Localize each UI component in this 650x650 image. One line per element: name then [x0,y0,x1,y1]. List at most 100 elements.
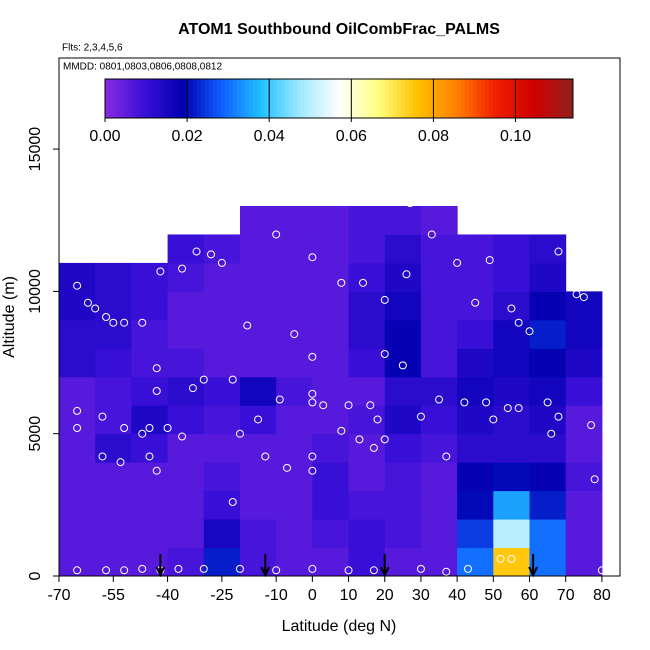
sample-point [507,304,516,313]
arrow-head [260,566,271,578]
heat-cell [457,462,494,492]
colorbar-swatch [537,79,542,118]
heat-cell [239,405,277,435]
heat-cell [384,376,422,406]
heat-cell [348,519,386,549]
heat-cell [493,462,531,492]
colorbar-swatch [293,79,298,118]
colorbar-swatch [301,79,306,118]
sample-point [290,330,299,339]
sample-point [217,258,226,267]
sample-point [174,564,183,573]
sample-point [138,429,147,438]
heat-cell [276,405,313,435]
heat-cell [348,462,386,492]
sample-point [554,247,563,256]
heat-cell [420,462,458,492]
heat-cell [131,348,169,378]
heat-cell [239,291,277,321]
heat-cell [457,405,494,435]
sample-point [398,361,407,370]
heat-cell [203,348,241,378]
heat-cell [457,547,494,577]
sample-point [308,398,317,407]
colorbar-swatch [521,79,526,118]
sample-point [308,352,317,361]
heat-cell [493,234,531,264]
heat-cell [457,319,494,349]
heat-cell [203,405,241,435]
colorbar-swatch [505,79,510,118]
heat-cell [565,291,603,321]
subtitle: Flts: 2,3,4,5,6 [62,43,123,54]
sample-point [471,298,480,307]
sample-point [243,321,252,330]
heat-cell [348,348,386,378]
x-tick-label: 80 [593,587,611,604]
heat-cell [239,348,277,378]
x-tick-label: -55 [102,587,125,604]
heat-cell [457,519,494,549]
heat-cell [276,291,313,321]
heat-cell [529,348,567,378]
sample-point [485,256,494,265]
heat-cell [167,405,205,435]
heat-cell [239,262,277,292]
colorbar-swatch [237,79,242,118]
heat-cell [59,490,96,520]
colorbar-swatch [333,79,338,118]
heat-cell [312,547,350,577]
heat-cell [493,433,531,463]
heat-cell [312,433,350,463]
heat-cell [239,376,277,406]
heat-cell [457,348,494,378]
heat-cell [384,319,422,349]
sample-point [73,281,82,290]
heat-cell [167,376,205,406]
heat-cell [239,319,277,349]
sample-point [188,384,197,393]
heat-cell [95,319,132,349]
colorbar-swatch [189,79,194,118]
colorbar-swatch [501,79,506,118]
sample-point [138,564,147,573]
sample-point [163,424,172,432]
heat-cell [312,348,350,378]
heat-cell [348,547,386,577]
colorbar-swatch [517,79,522,118]
heat-cell [493,262,531,292]
colorbar-swatch [229,79,234,118]
sample-point [380,350,389,358]
colorbar-swatch [365,79,370,118]
sample-point [178,264,187,273]
colorbar-swatch [369,79,374,118]
heat-cell [420,262,458,292]
colorbar-swatch [473,79,478,118]
heat-cell [167,490,205,520]
colorbar-swatch [213,79,218,118]
heat-cell [348,206,386,235]
heat-cell [348,262,386,292]
colorbar-swatch [557,79,562,118]
heat-cell [565,376,603,406]
colorbar-swatch [121,79,126,118]
colorbar-swatch [141,79,146,118]
sample-point [460,398,469,407]
colorbar-swatch [477,79,482,118]
x-tick-label: 30 [412,587,430,604]
sample-point [572,290,581,299]
heat-cell [384,262,422,292]
heat-cell [59,319,96,349]
heat-cell [312,262,350,292]
colorbar-swatch [541,79,546,118]
colorbar-swatch [269,79,274,118]
heat-cell [312,319,350,349]
sample-point [192,247,201,256]
sample-point [406,199,415,208]
sample-point [344,566,353,575]
x-tick-label: 40 [448,587,466,604]
heat-cell [203,433,241,463]
sample-point [254,415,263,424]
chart-title: ATOM1 Southbound OilCombFrac_PALMS [178,21,500,38]
colorbar-swatch [413,79,418,118]
